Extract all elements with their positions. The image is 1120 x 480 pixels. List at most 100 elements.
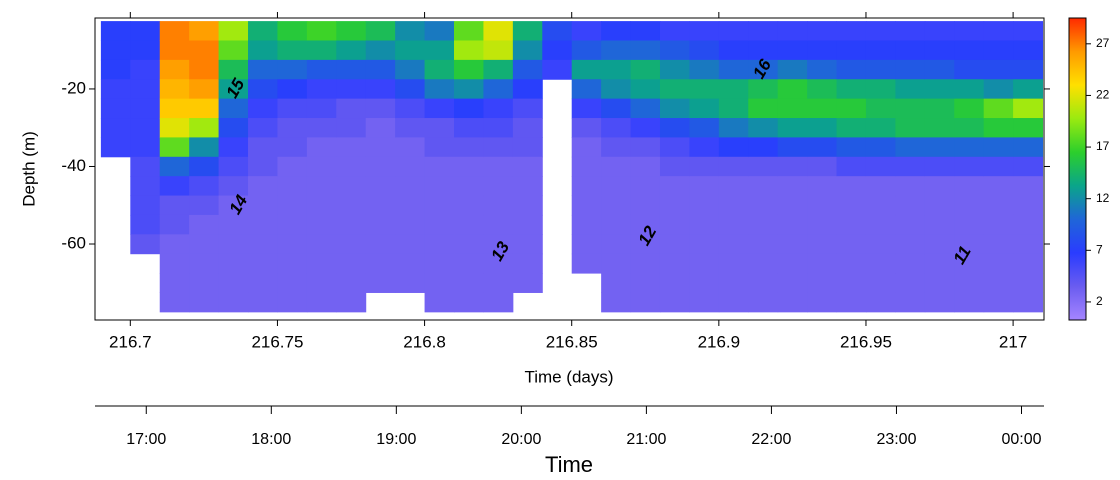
heatmap-cell <box>807 118 838 138</box>
heatmap-cell <box>777 118 808 138</box>
heatmap-cell <box>865 234 896 255</box>
heatmap-cell <box>924 214 955 235</box>
heatmap-cell <box>306 98 337 119</box>
heatmap-cell <box>983 21 1014 41</box>
heatmap-cell <box>100 59 131 80</box>
heatmap-cell <box>454 59 484 80</box>
heatmap-cell <box>865 253 896 274</box>
heatmap-cell <box>159 137 190 158</box>
heatmap-cell <box>954 137 985 158</box>
heatmap-cell <box>571 176 602 197</box>
heatmap-cell <box>895 253 926 274</box>
heatmap-cell <box>189 214 220 235</box>
heatmap-cell <box>924 21 955 41</box>
heatmap-cell <box>718 253 749 274</box>
heatmap-cell <box>248 253 278 274</box>
heatmap-cell <box>630 234 661 255</box>
heatmap-cell <box>365 176 396 197</box>
heatmap-cell <box>159 21 190 41</box>
heatmap-cell <box>365 253 396 274</box>
heatmap-cell <box>512 195 543 216</box>
heatmap-cell <box>630 118 661 138</box>
heatmap-cell <box>836 176 867 197</box>
heatmap-cell <box>983 214 1014 235</box>
heatmap-cell <box>1013 234 1044 255</box>
heatmap-cell <box>924 40 955 61</box>
heatmap-cell <box>454 214 484 235</box>
heatmap-cell <box>983 176 1014 197</box>
heatmap-cell <box>395 21 426 41</box>
heatmap-cell <box>865 156 896 177</box>
heatmap-cell <box>748 118 779 138</box>
heatmap-cell <box>277 156 308 177</box>
time-tick-label: 19:00 <box>376 431 416 448</box>
heatmap-cell <box>954 59 985 80</box>
heatmap-cell <box>836 118 867 138</box>
heatmap-cell <box>159 59 190 80</box>
y-tick-label: -60 <box>61 233 86 252</box>
heatmap-cell <box>718 156 749 177</box>
heatmap-cell <box>130 59 161 80</box>
time-tick-label: 21:00 <box>626 431 666 448</box>
heatmap-cell <box>924 137 955 158</box>
heatmap-cell <box>924 118 955 138</box>
colorbar-tick-label: 12 <box>1096 191 1110 205</box>
heatmap-cell <box>865 40 896 61</box>
heatmap-cell <box>395 234 426 255</box>
heatmap-cell <box>924 253 955 274</box>
heatmap-cell <box>159 40 190 61</box>
heatmap-cell <box>807 253 838 274</box>
heatmap-cell <box>159 79 190 100</box>
heatmap-cell <box>248 273 278 293</box>
heatmap-cell <box>718 273 749 293</box>
heatmap-cell <box>630 273 661 293</box>
heatmap-cell <box>895 214 926 235</box>
heatmap-cell <box>1013 21 1044 41</box>
heatmap-cell <box>601 253 632 274</box>
heatmap-cell <box>248 176 278 197</box>
heatmap-cell <box>336 292 367 313</box>
heatmap-cell <box>424 137 455 158</box>
heatmap-cell <box>777 98 808 119</box>
heatmap-cell <box>454 118 484 138</box>
heatmap-cell <box>571 98 602 119</box>
heatmap-cell <box>807 176 838 197</box>
heatmap-cell <box>483 156 514 177</box>
heatmap-cell <box>865 273 896 293</box>
heatmap-cell <box>189 273 220 293</box>
heatmap-cell <box>159 253 190 274</box>
heatmap-cell <box>130 118 161 138</box>
heatmap-cell <box>424 234 455 255</box>
x-tick-label: 216.9 <box>698 332 741 351</box>
heatmap-cell <box>248 59 278 80</box>
heatmap-cell <box>983 156 1014 177</box>
heatmap-cell <box>807 156 838 177</box>
heatmap-cell <box>395 137 426 158</box>
heatmap-cell <box>924 98 955 119</box>
heatmap-cell <box>483 137 514 158</box>
heatmap-cell <box>159 273 190 293</box>
heatmap-cell <box>395 59 426 80</box>
heatmap-cell <box>100 21 131 41</box>
heatmap-cell <box>483 176 514 197</box>
heatmap-cell <box>689 98 720 119</box>
heatmap-cell <box>895 118 926 138</box>
heatmap-cell <box>100 40 131 61</box>
heatmap-cell <box>395 98 426 119</box>
heatmap-cell <box>924 79 955 100</box>
x-tick-label: 216.75 <box>251 332 303 351</box>
heatmap-cell <box>365 40 396 61</box>
heatmap-cell <box>424 156 455 177</box>
heatmap-cell <box>777 137 808 158</box>
heatmap-cell <box>189 118 220 138</box>
heatmap-cell <box>130 156 161 177</box>
heatmap-cell <box>512 273 543 293</box>
heatmap-cell <box>954 21 985 41</box>
heatmap-cell <box>601 40 632 61</box>
heatmap-cell <box>512 137 543 158</box>
heatmap-cell <box>454 156 484 177</box>
heatmap-cell <box>248 40 278 61</box>
heatmap-cell <box>748 214 779 235</box>
heatmap-cell <box>865 98 896 119</box>
heatmap-cell <box>748 176 779 197</box>
